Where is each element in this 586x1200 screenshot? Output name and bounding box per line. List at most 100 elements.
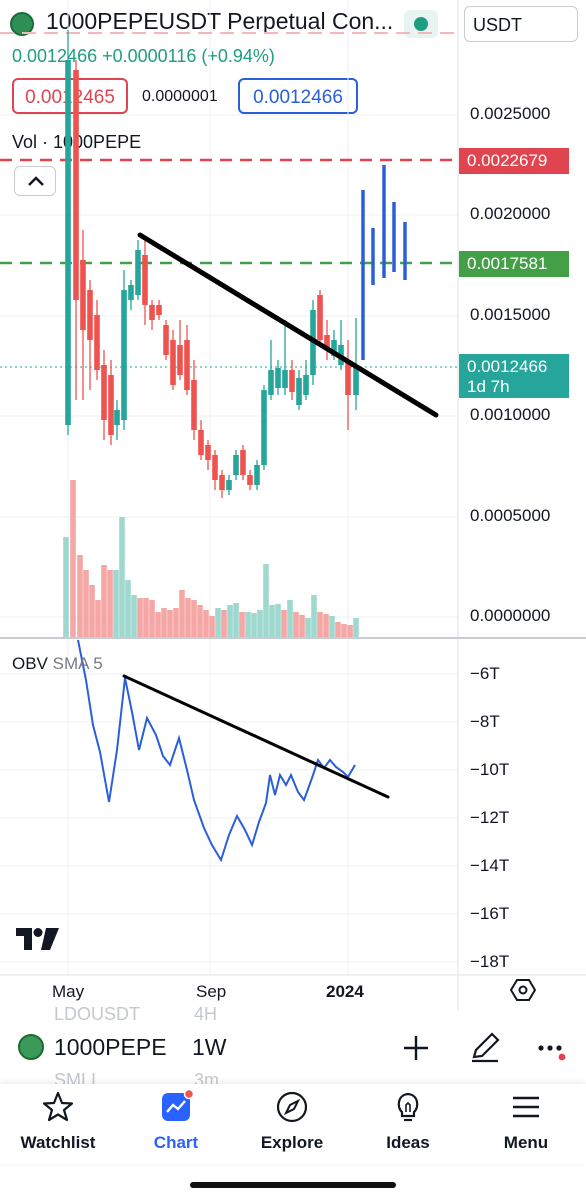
currency-select[interactable]: USDT (464, 6, 578, 42)
symbol-title[interactable]: 1000PEPEUSDT Perpetual Con... (46, 8, 394, 34)
candle-body (324, 335, 330, 350)
volume-bar (317, 612, 323, 637)
candle-body (142, 255, 148, 305)
volume-bar (299, 615, 305, 637)
candle-body (345, 360, 351, 395)
volume-bar (131, 595, 137, 637)
volume-bar (287, 600, 293, 637)
candle-body (282, 370, 288, 388)
candle-body (212, 455, 218, 480)
time-axis-label: 2024 (326, 982, 364, 1001)
volume-bar (227, 605, 233, 637)
star-icon (42, 1091, 74, 1122)
volume-bar (113, 570, 119, 637)
chart-icon (162, 1088, 195, 1121)
nav-menu[interactable]: Menu (476, 1090, 576, 1153)
volume-bar (251, 613, 257, 637)
volume-bar (257, 610, 263, 637)
candle-body (254, 465, 260, 485)
volume-bar (203, 610, 209, 637)
volume-bar (335, 622, 341, 637)
volume-bar (209, 616, 215, 637)
candle-body (219, 475, 225, 490)
volume-bar (101, 565, 107, 637)
candle-body (303, 375, 309, 395)
timeframe-selector[interactable]: 1W (192, 1034, 227, 1060)
price-axis-label: 0.0010000 (470, 405, 551, 424)
volume-bar (239, 612, 245, 637)
volume-bar (281, 610, 287, 637)
volume-bar (179, 590, 185, 637)
home-indicator (190, 1182, 396, 1188)
price-trendline[interactable] (137, 232, 439, 418)
obv-axis-label: −8T (470, 712, 500, 731)
price-change: +0.0000116 (102, 46, 197, 66)
projection-bars[interactable] (361, 165, 407, 360)
symbol-selector[interactable]: 1000PEPE (54, 1034, 167, 1060)
candle-body (247, 475, 253, 485)
obv-axis-label: −14T (470, 856, 510, 875)
candle-body (80, 260, 86, 330)
candle-body (240, 450, 246, 475)
plus-icon[interactable] (402, 1034, 430, 1062)
nav-explore-label: Explore (260, 1133, 324, 1152)
nav-watchlist[interactable]: Watchlist (8, 1090, 108, 1153)
more-icon[interactable] (536, 1040, 570, 1064)
current-price-tag: 0.0012466 1d 7h (459, 354, 569, 398)
candle-body (226, 480, 232, 490)
nav-chart[interactable]: Chart (126, 1088, 226, 1153)
obv-trendline[interactable] (122, 674, 390, 799)
nav-menu-label: Menu (503, 1133, 549, 1152)
volume-bar (167, 610, 173, 637)
obv-sma-label: SMA 5 (52, 654, 103, 673)
candle-body (101, 365, 107, 420)
volume-bar (125, 580, 131, 637)
candle-body (289, 370, 295, 392)
tradingview-logo-icon (16, 928, 59, 950)
candle-body (149, 305, 155, 320)
candle-body (114, 410, 120, 425)
volume-bar (89, 585, 95, 637)
nav-ideas[interactable]: Ideas (358, 1090, 458, 1153)
volume-bar (221, 610, 227, 637)
nav-chart-label: Chart (153, 1133, 199, 1152)
ghost-symbol-top: LDOUSDT (54, 1004, 141, 1024)
symbol-logo-icon (18, 1034, 44, 1060)
nav-explore[interactable]: Explore (242, 1090, 342, 1153)
candle-body (353, 365, 359, 395)
nav-ideas-label: Ideas (386, 1133, 430, 1152)
candle-body (156, 305, 162, 315)
candle-body (317, 295, 323, 340)
collapse-legend-button[interactable] (14, 166, 56, 196)
volume-bar (173, 608, 179, 637)
support-price-tag[interactable]: 0.0017581 (459, 251, 569, 277)
ghost-timeframe-top: 4H (194, 1004, 218, 1024)
candle-body (94, 315, 100, 370)
obv-axis-label: −18T (470, 952, 510, 971)
volume-bar (275, 604, 281, 637)
candle-body (184, 340, 190, 390)
volume-bar (305, 618, 311, 637)
volume-bar (341, 624, 347, 637)
candle-body (261, 390, 267, 465)
volume-bar (185, 598, 191, 637)
lightbulb-icon (397, 1092, 419, 1122)
volume-bar (323, 614, 329, 637)
volume-bar (233, 603, 239, 637)
volume-bar (311, 595, 317, 637)
volume-bar (197, 605, 203, 637)
obv-legend[interactable]: OBV SMA 5 (12, 654, 103, 674)
hamburger-icon (513, 1096, 539, 1118)
volume-bar (215, 608, 221, 637)
buy-button[interactable]: 0.0012466 (238, 78, 358, 114)
settings-icon[interactable] (510, 978, 536, 1002)
compass-icon (276, 1091, 308, 1123)
volume-bar (107, 570, 113, 637)
volume-bar (149, 600, 155, 637)
pen-icon[interactable] (468, 1030, 502, 1064)
price-chart[interactable] (0, 0, 586, 1010)
candle-body (128, 285, 134, 300)
chevron-up-icon (28, 176, 44, 186)
resistance-price-tag[interactable]: 0.0022679 (459, 148, 569, 174)
volume-bar (137, 598, 143, 637)
